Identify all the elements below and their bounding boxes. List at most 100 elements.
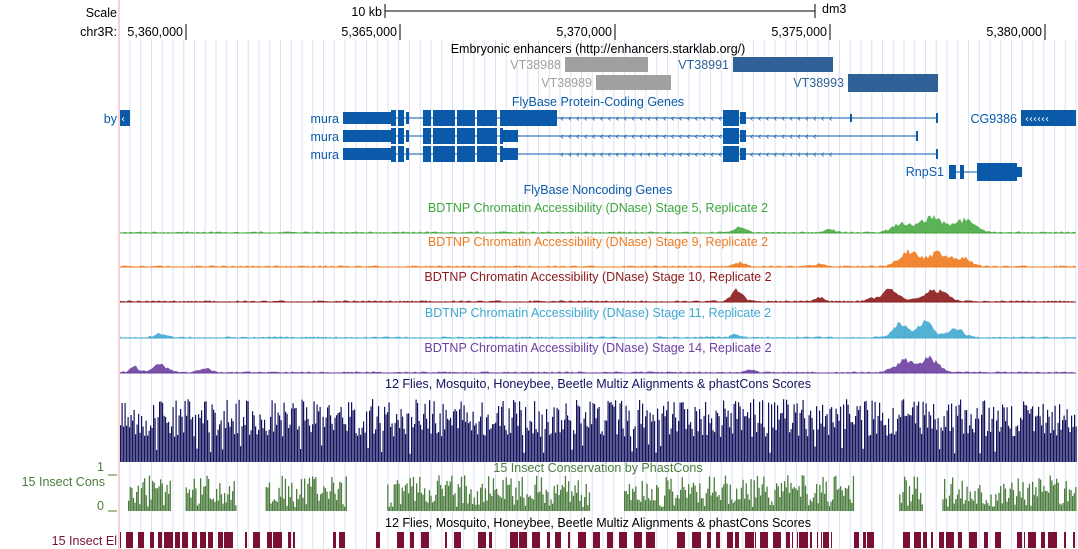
exon[interactable] [740,148,746,160]
exon[interactable] [457,110,475,126]
multiz-bar [354,409,356,462]
phastcons-bar [230,499,232,511]
exon[interactable] [500,128,503,144]
phastcons-bar [227,494,229,511]
gene-rnps1-exon-3[interactable] [977,163,1017,181]
phastcons-bar [755,497,757,511]
multiz-bar [564,419,566,462]
phastcons-side-label[interactable]: 15 Insect Cons [22,475,105,489]
exon[interactable] [740,130,746,142]
gene-by-feature[interactable] [120,110,130,126]
exon[interactable] [343,112,391,124]
exon[interactable] [503,148,518,160]
multiz-bar [817,429,819,462]
exon[interactable] [723,128,739,144]
exon[interactable] [423,110,431,126]
exon[interactable] [477,146,497,162]
multiz-bar [901,400,903,462]
exon[interactable] [398,128,404,144]
multiz-bar [247,401,249,462]
exon[interactable] [406,148,409,160]
conserved-element [995,532,1001,548]
exon[interactable] [433,146,455,162]
exon[interactable] [503,130,518,142]
dnase-stage5-signal[interactable] [120,215,1076,233]
exon[interactable] [850,114,852,122]
enhancers-track[interactable]: Embryonic enhancers (http://enhancers.st… [451,42,938,92]
phastcons-bar [408,493,410,511]
multiz-track[interactable]: 12 Flies, Mosquito, Honeybee, Beetle Mul… [120,377,1077,462]
phastcons-bar [1019,491,1021,511]
dnase-stage9-signal[interactable] [120,249,1076,267]
phastcons-bar [1003,483,1005,511]
enhancer-vt38988-box[interactable] [565,57,648,72]
exon[interactable] [343,148,391,160]
exon[interactable] [433,110,455,126]
multiz-bar [540,436,542,462]
phastcons-bar [953,503,955,511]
multiz-bar [403,428,405,462]
conserved-element [1024,532,1025,548]
exon[interactable] [406,112,409,124]
mura-transcript-3[interactable]: mura ‹‹‹‹‹‹‹‹‹‹‹‹‹‹‹‹‹‹‹‹‹‹‹‹‹‹‹‹‹‹‹‹‹‹‹ [311,146,938,162]
phastcons-bar [963,503,965,511]
exon[interactable] [391,128,396,144]
exon[interactable] [500,110,503,126]
phastcons-score-bars[interactable] [128,475,1077,511]
gene-rnps1-exon-2[interactable] [960,165,964,179]
exon[interactable] [423,146,431,162]
dnase-stage10-signal[interactable] [120,288,1076,302]
phastcons-bar [664,495,666,511]
dnase-stage11-signal[interactable] [120,320,1076,338]
phastcons-bar [187,492,189,511]
mura-transcript-2[interactable]: mura ‹‹‹‹‹‹‹‹‹‹‹‹‹‹‹‹‹‹‹‹‹‹‹‹‹‹‹‹‹‹‹‹‹ [311,128,918,144]
enhancer-vt38989-box[interactable] [596,75,671,90]
gene-rnps1-exon-4[interactable] [1017,167,1022,177]
conserved-element-blocks[interactable] [120,532,1075,548]
exon[interactable] [398,110,404,126]
exon[interactable] [423,128,431,144]
phastcons-bar [1028,483,1031,511]
exon[interactable] [343,130,391,142]
phastcons-bar [694,485,696,511]
exon[interactable] [723,110,739,126]
phastcons-bar [670,478,672,511]
exon[interactable] [477,110,497,126]
exon[interactable] [477,128,497,144]
conserved-elements-track[interactable]: 15 Insect El 12 Flies, Mosquito, Honeybe… [52,516,1075,548]
enhancer-vt38993-box[interactable] [848,74,938,92]
gene-cg9386-feature[interactable] [1021,110,1076,126]
multiz-bar [351,402,353,462]
exon[interactable] [936,113,938,123]
multiz-bar [592,403,594,462]
exon[interactable] [457,128,475,144]
exon[interactable] [740,112,746,124]
multiz-bar [450,417,452,462]
multiz-bar [145,420,147,462]
exon[interactable] [398,146,404,162]
exon[interactable] [936,149,938,159]
exon[interactable] [457,146,475,162]
exon[interactable] [406,130,409,142]
mura-transcript-1[interactable]: mura ‹‹‹‹‹‹‹‹‹‹‹‹‹‹‹‹‹‹‹‹‹‹‹‹‹‹‹‹‹‹‹‹‹‹‹ [311,110,938,126]
enhancer-vt38991-box[interactable] [733,57,833,72]
multiz-bar [502,401,504,462]
exon[interactable] [723,146,739,162]
phastcons-bar [632,488,634,511]
elements-side-label[interactable]: 15 Insect El [52,534,117,548]
dnase-tracks[interactable]: BDTNP Chromatin Accessibility (DNase) St… [120,201,1076,374]
multiz-bar [1045,422,1047,462]
exon[interactable] [916,131,918,141]
exon[interactable] [503,110,557,126]
coding-genes-track[interactable]: FlyBase Protein-Coding Genes by ‹ mura ‹‹… [104,95,1076,181]
gene-rnps1-exon-1[interactable] [949,165,956,179]
exon[interactable] [500,146,503,162]
multiz-conservation-bars[interactable] [120,399,1077,462]
mura-transcripts[interactable]: mura ‹‹‹‹‹‹‹‹‹‹‹‹‹‹‹‹‹‹‹‹‹‹‹‹‹‹‹‹‹‹‹‹‹‹‹ m… [311,110,938,162]
exon[interactable] [391,146,396,162]
exon[interactable] [391,110,396,126]
exon[interactable] [433,128,455,144]
dnase-stage14-signal[interactable] [120,355,1076,373]
phastcons-track[interactable]: 15 Insect Cons 1 0 15 Insect Conservatio… [22,460,1077,513]
